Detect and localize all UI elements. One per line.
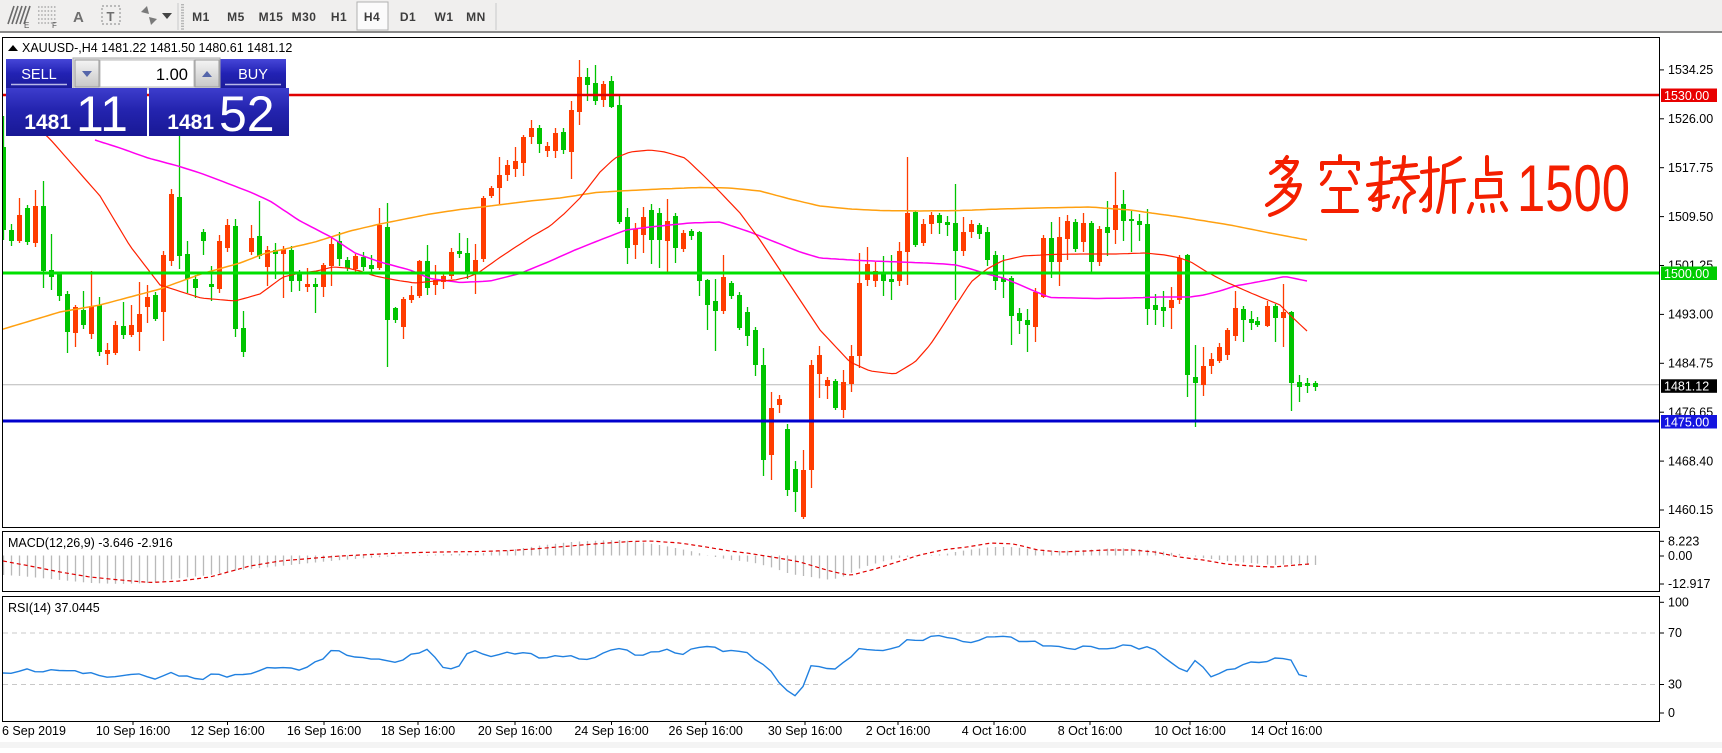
svg-text:F: F bbox=[52, 21, 57, 30]
svg-text:0: 0 bbox=[1668, 706, 1675, 720]
svg-text:1500.00: 1500.00 bbox=[1664, 267, 1709, 281]
svg-text:1484.75: 1484.75 bbox=[1668, 357, 1713, 371]
svg-text:26 Sep 16:00: 26 Sep 16:00 bbox=[669, 724, 743, 738]
svg-text:30 Sep 16:00: 30 Sep 16:00 bbox=[768, 724, 842, 738]
svg-text:1530.00: 1530.00 bbox=[1664, 89, 1709, 103]
svg-text:18 Sep 16:00: 18 Sep 16:00 bbox=[381, 724, 455, 738]
svg-text:1534.25: 1534.25 bbox=[1668, 63, 1713, 77]
svg-text:30: 30 bbox=[1668, 678, 1682, 692]
svg-text:2 Oct 16:00: 2 Oct 16:00 bbox=[866, 724, 931, 738]
svg-text:1481: 1481 bbox=[24, 111, 71, 134]
svg-text:52: 52 bbox=[219, 86, 275, 142]
svg-text:1493.00: 1493.00 bbox=[1668, 308, 1713, 322]
svg-text:16 Sep 16:00: 16 Sep 16:00 bbox=[287, 724, 361, 738]
svg-text:100: 100 bbox=[1668, 596, 1689, 610]
svg-text:10 Oct 16:00: 10 Oct 16:00 bbox=[1154, 724, 1226, 738]
svg-text:SELL: SELL bbox=[21, 67, 56, 83]
svg-text:6 Sep 2019: 6 Sep 2019 bbox=[2, 724, 66, 738]
svg-text:M15: M15 bbox=[259, 10, 284, 24]
svg-text:24 Sep 16:00: 24 Sep 16:00 bbox=[574, 724, 648, 738]
svg-text:1481.12: 1481.12 bbox=[1664, 380, 1709, 394]
svg-text:1526.00: 1526.00 bbox=[1668, 112, 1713, 126]
svg-text:E: E bbox=[24, 21, 29, 30]
svg-text:-12.917: -12.917 bbox=[1668, 577, 1710, 591]
svg-text:M5: M5 bbox=[227, 10, 245, 24]
svg-text:1468.40: 1468.40 bbox=[1668, 454, 1713, 468]
svg-text:1460.15: 1460.15 bbox=[1668, 503, 1713, 517]
svg-text:M1: M1 bbox=[192, 10, 210, 24]
svg-text:BUY: BUY bbox=[238, 67, 268, 83]
svg-text:1517.75: 1517.75 bbox=[1668, 161, 1713, 175]
svg-text:M30: M30 bbox=[292, 10, 317, 24]
svg-text:4 Oct 16:00: 4 Oct 16:00 bbox=[962, 724, 1027, 738]
svg-text:1475.00: 1475.00 bbox=[1664, 415, 1709, 429]
svg-text:1509.50: 1509.50 bbox=[1668, 210, 1713, 224]
svg-text:T: T bbox=[107, 9, 115, 24]
svg-text:H1: H1 bbox=[331, 10, 347, 24]
svg-text:8.223: 8.223 bbox=[1668, 535, 1699, 549]
svg-text:0.00: 0.00 bbox=[1668, 549, 1692, 563]
svg-text:D1: D1 bbox=[400, 10, 416, 24]
svg-text:20 Sep 16:00: 20 Sep 16:00 bbox=[478, 724, 552, 738]
svg-text:10 Sep 16:00: 10 Sep 16:00 bbox=[96, 724, 170, 738]
svg-text:1500: 1500 bbox=[1517, 153, 1630, 226]
svg-text:1.00: 1.00 bbox=[156, 66, 188, 84]
svg-text:MN: MN bbox=[466, 10, 486, 24]
svg-text:W1: W1 bbox=[435, 10, 454, 24]
svg-text:12 Sep 16:00: 12 Sep 16:00 bbox=[190, 724, 264, 738]
svg-text:8 Oct 16:00: 8 Oct 16:00 bbox=[1058, 724, 1123, 738]
svg-text:MACD(12,26,9) -3.646 -2.916: MACD(12,26,9) -3.646 -2.916 bbox=[8, 536, 173, 550]
svg-text:XAUUSD-,H4 1481.22 1481.50 14: XAUUSD-,H4 1481.22 1481.50 1480.61 1481.… bbox=[22, 41, 292, 55]
svg-text:70: 70 bbox=[1668, 626, 1682, 640]
svg-text:RSI(14) 37.0445: RSI(14) 37.0445 bbox=[8, 601, 100, 615]
svg-text:A: A bbox=[73, 9, 84, 26]
svg-text:11: 11 bbox=[76, 86, 128, 142]
svg-text:H4: H4 bbox=[364, 10, 380, 24]
svg-text:14 Oct 16:00: 14 Oct 16:00 bbox=[1251, 724, 1323, 738]
svg-text:1481: 1481 bbox=[167, 111, 214, 134]
